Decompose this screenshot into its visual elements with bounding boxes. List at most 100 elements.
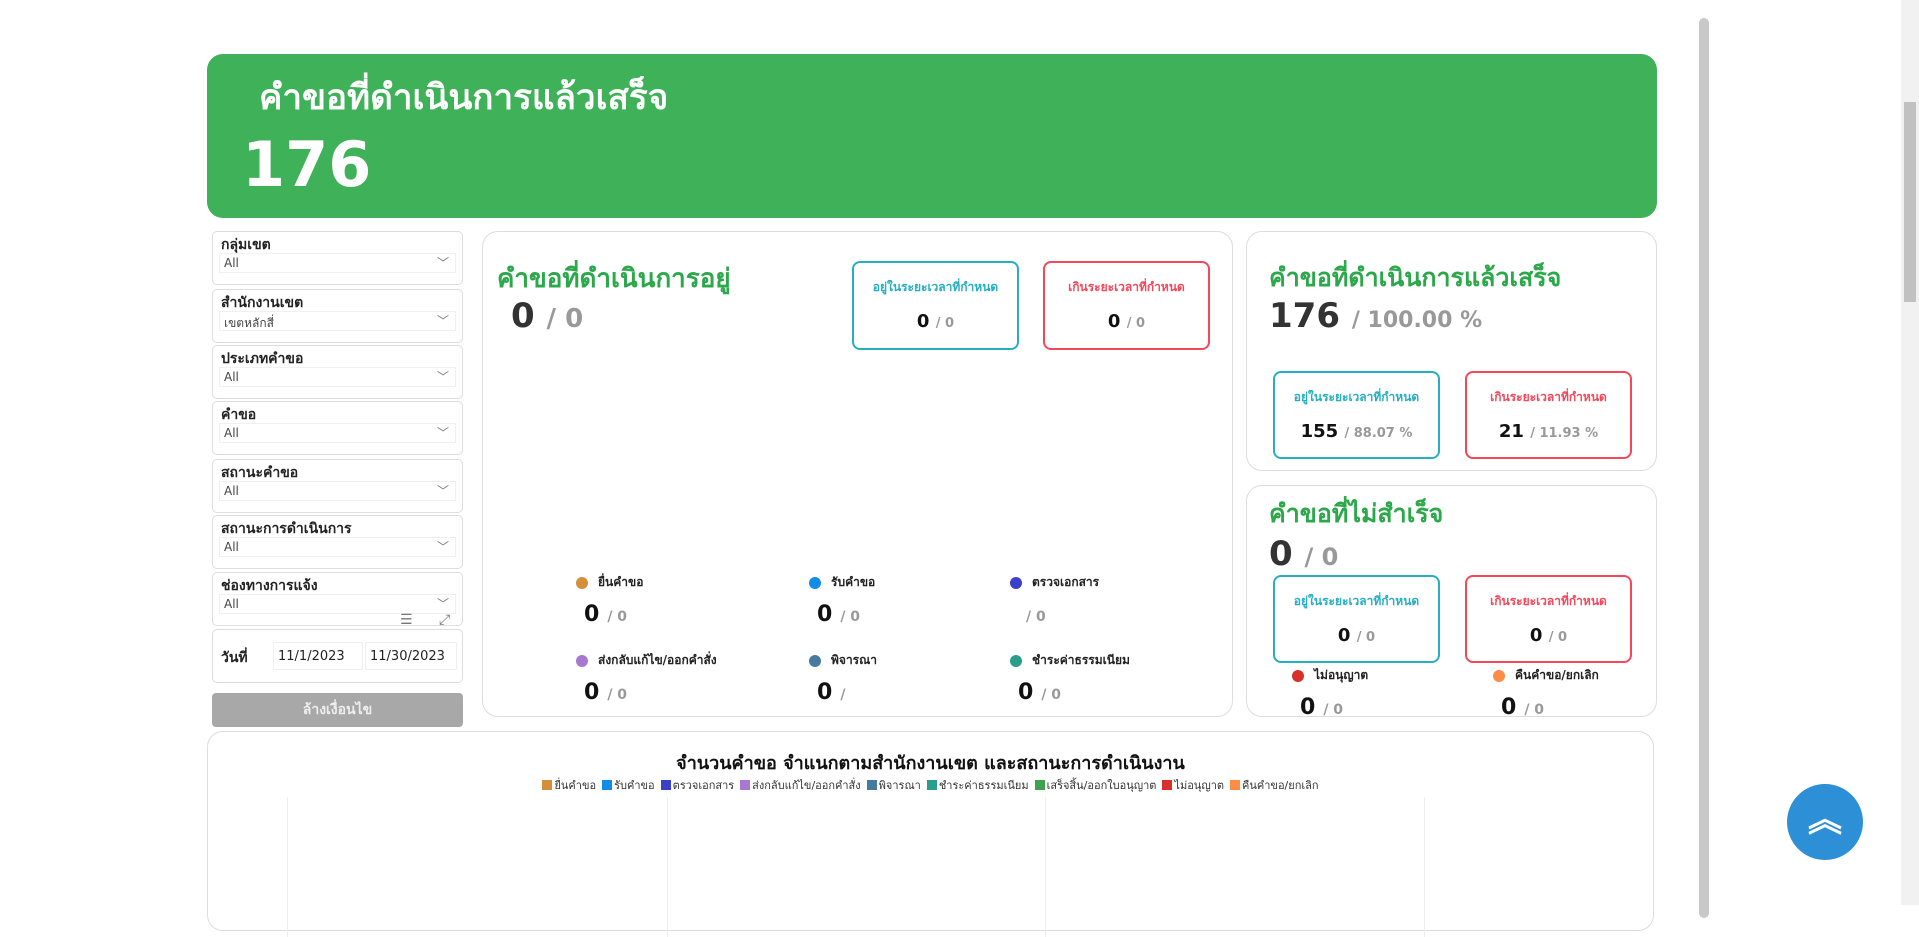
filter-dropdown[interactable]: All ﹀ [219, 253, 456, 273]
status-dot-icon [809, 576, 821, 589]
legend-item[interactable]: ไม่อนุญาต [1162, 776, 1224, 794]
filter-dropdown[interactable]: All ﹀ [219, 594, 456, 614]
double-chevron-up-icon: ︽ [1808, 800, 1842, 840]
legend-label: ชำระค่าธรรมเนียม [938, 779, 1029, 792]
in-progress-value: 0 / 0 [511, 296, 584, 336]
status-stat: ไม่อนุญาต 0/ 0 [1292, 665, 1492, 720]
date-label: วันที่ [221, 650, 248, 666]
chart-title: จำนวนคำขอ จำแนกตามสำนักงานเขต และสถานะกา… [676, 753, 1185, 774]
chart-panel: จำนวนคำขอ จำแนกตามสำนักงานเขต และสถานะกา… [207, 731, 1654, 937]
gridline [287, 797, 288, 937]
in-progress-overdue-box: เกินระยะเวลาที่กำหนด 0 / 0 [1043, 261, 1210, 350]
status-dot-icon [809, 654, 821, 667]
legend-swatch [602, 780, 613, 790]
gridline [667, 797, 668, 937]
legend-swatch [926, 780, 937, 790]
gridline [1424, 797, 1425, 937]
legend-swatch [542, 780, 553, 790]
legend-item[interactable]: ตรวจเอกสาร [660, 776, 734, 794]
filter-5: สถานะการดำเนินการ All ﹀ [212, 515, 463, 569]
date-to-input[interactable]: 11/30/2023 [365, 642, 457, 670]
stat-value: / 0 [1026, 609, 1046, 625]
inner-scrollbar[interactable] [1699, 18, 1709, 918]
stat-label: ชำระค่าธรรมเนียม [1032, 653, 1130, 667]
legend-item[interactable]: เสร็จสิ้น/ออกใบอนุญาต [1034, 776, 1157, 794]
status-dot-icon [576, 576, 588, 589]
filter-icon[interactable]: ☰ [400, 612, 413, 628]
filter-3: คำขอ All ﹀ [212, 401, 463, 455]
legend-swatch [660, 780, 671, 790]
filter-dropdown[interactable]: เขตหลักสี่ ﹀ [219, 311, 456, 331]
stat-value: 0/ 0 [1501, 695, 1545, 720]
clear-filters-button[interactable]: ล้างเงื่อนไข [212, 693, 463, 727]
failed-panel: คำขอที่ไม่สำเร็จ 0 / 0 อยู่ในระยะเวลาที่… [1246, 485, 1657, 720]
status-dot-icon [576, 654, 588, 667]
in-progress-panel: คำขอที่ดำเนินการอยู่ 0 / 0 อยู่ในระยะเวล… [482, 231, 1233, 717]
date-filter: วันที่ 11/1/2023 11/30/2023 [212, 629, 463, 683]
status-stat: คืนคำขอ/ยกเลิก 0/ 0 [1493, 665, 1693, 720]
failed-title: คำขอที่ไม่สำเร็จ [1269, 499, 1444, 528]
date-from-input[interactable]: 11/1/2023 [273, 642, 363, 670]
focus-mode-icon[interactable]: ⤢ [439, 612, 451, 628]
filter-label: สถานะการดำเนินการ [221, 521, 352, 537]
legend-item[interactable]: พิจารณา [866, 776, 921, 794]
legend-swatch [1034, 780, 1045, 790]
failed-value: 0 / 0 [1269, 534, 1339, 574]
filter-dropdown[interactable]: All ﹀ [219, 537, 456, 557]
filter-2: ประเภทคำขอ All ﹀ [212, 345, 463, 399]
legend-label: ส่งกลับแก้ไข/ออกคำสั่ง [752, 779, 861, 792]
completed-title: คำขอที่ดำเนินการแล้วเสร็จ [1269, 263, 1562, 292]
status-stat: ส่งกลับแก้ไข/ออกคำสั่ง 0/ 0 [576, 650, 776, 705]
banner-title: คำขอที่ดำเนินการแล้วเสร็จ [259, 78, 669, 118]
completed-banner: คำขอที่ดำเนินการแล้วเสร็จ 176 [207, 54, 1657, 218]
banner-value: 176 [242, 128, 372, 201]
filter-value: All [224, 597, 239, 611]
filter-value: All [224, 484, 239, 498]
legend-label: รับคำขอ [614, 779, 655, 792]
legend-label: คืนคำขอ/ยกเลิก [1242, 779, 1319, 792]
stat-label: พิจารณา [831, 653, 877, 667]
status-stat: พิจารณา 0/ [809, 650, 1009, 705]
failed-on-time-box: อยู่ในระยะเวลาที่กำหนด 0 / 0 [1273, 575, 1440, 663]
legend-item[interactable]: ยื่นคำขอ [542, 776, 596, 794]
filter-dropdown[interactable]: All ﹀ [219, 367, 456, 387]
filter-dropdown[interactable]: All ﹀ [219, 423, 456, 443]
failed-overdue-box: เกินระยะเวลาที่กำหนด 0 / 0 [1465, 575, 1632, 663]
chevron-down-icon: ﹀ [436, 370, 449, 384]
filter-4: สถานะคำขอ All ﹀ [212, 459, 463, 513]
status-stat: ยื่นคำขอ 0/ 0 [576, 572, 776, 627]
gridline [1045, 797, 1046, 937]
status-stat: ตรวจเอกสาร / 0 [1010, 572, 1210, 627]
legend-label: เสร็จสิ้น/ออกใบอนุญาต [1046, 779, 1157, 792]
legend-item[interactable]: ชำระค่าธรรมเนียม [926, 776, 1029, 794]
stat-value: 0/ 0 [1300, 695, 1344, 720]
filter-value: All [224, 426, 239, 440]
filter-6: ช่องทางการแจ้ง All ﹀ [212, 572, 463, 626]
legend-swatch [1230, 780, 1241, 790]
legend-swatch [740, 780, 751, 790]
filter-label: สำนักงานเขต [221, 295, 304, 311]
filter-label: คำขอ [221, 407, 257, 423]
filter-1: สำนักงานเขต เขตหลักสี่ ﹀ [212, 289, 463, 343]
chevron-down-icon: ﹀ [436, 426, 449, 440]
filter-dropdown[interactable]: All ﹀ [219, 481, 456, 501]
legend-label: ไม่อนุญาต [1174, 779, 1225, 792]
scroll-to-top-button[interactable]: ︽ [1787, 784, 1863, 860]
stat-label: ส่งกลับแก้ไข/ออกคำสั่ง [598, 653, 717, 667]
chart-legend: ยื่นคำขอ รับคำขอ ตรวจเอกสาร ส่งกลับแก้ไข/ออ… [208, 775, 1653, 794]
in-progress-title: คำขอที่ดำเนินการอยู่ [497, 264, 731, 294]
legend-label: พิจารณา [878, 779, 921, 792]
status-dot-icon [1010, 576, 1022, 589]
legend-item[interactable]: ส่งกลับแก้ไข/ออกคำสั่ง [740, 776, 861, 794]
status-dot-icon [1010, 654, 1022, 667]
filter-value: เขตหลักสี่ [224, 316, 274, 330]
stat-value: 0/ 0 [584, 680, 628, 705]
completed-value: 176 / 100.00 % [1269, 296, 1483, 336]
chevron-down-icon: ﹀ [436, 484, 449, 498]
legend-item[interactable]: คืนคำขอ/ยกเลิก [1230, 776, 1319, 794]
legend-item[interactable]: รับคำขอ [602, 776, 655, 794]
stat-label: คืนคำขอ/ยกเลิก [1515, 668, 1599, 682]
page-scrollbar[interactable] [1901, 0, 1919, 905]
stat-label: ยื่นคำขอ [598, 575, 644, 589]
scrollbar-thumb[interactable] [1904, 102, 1916, 302]
